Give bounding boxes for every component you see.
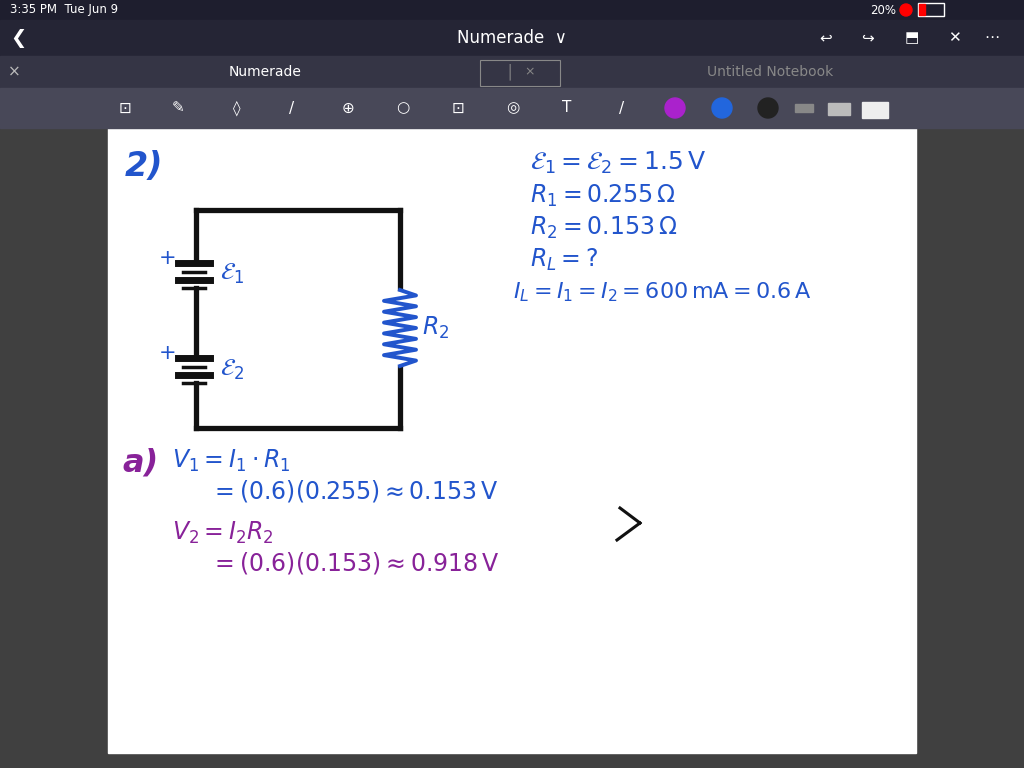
Text: +: + bbox=[159, 248, 177, 268]
Bar bbox=[795, 104, 813, 112]
Text: │: │ bbox=[506, 64, 514, 81]
Text: a): a) bbox=[122, 448, 159, 479]
Text: $\mathcal{E}_1$: $\mathcal{E}_1$ bbox=[220, 262, 244, 286]
Text: ◎: ◎ bbox=[507, 101, 519, 115]
Text: ○: ○ bbox=[396, 101, 410, 115]
Text: Untitled Notebook: Untitled Notebook bbox=[707, 65, 834, 79]
Text: ↩: ↩ bbox=[819, 31, 833, 45]
Text: $R_L = ?$: $R_L = ?$ bbox=[530, 247, 598, 273]
Bar bbox=[480, 60, 560, 86]
Text: ✎: ✎ bbox=[172, 101, 184, 115]
Text: 2): 2) bbox=[125, 150, 164, 183]
Circle shape bbox=[758, 98, 778, 118]
Text: +: + bbox=[159, 343, 177, 363]
Text: ↪: ↪ bbox=[861, 31, 874, 45]
Text: ⊡: ⊡ bbox=[119, 101, 131, 115]
Bar bbox=[918, 3, 944, 16]
Text: ⋯: ⋯ bbox=[984, 31, 999, 45]
Bar bbox=[0, 88, 1024, 128]
Text: $\mathcal{E}_1 = \mathcal{E}_2 = 1.5\,\mathrm{V}$: $\mathcal{E}_1 = \mathcal{E}_2 = 1.5\,\m… bbox=[530, 150, 706, 176]
Text: 3:35 PM  Tue Jun 9: 3:35 PM Tue Jun 9 bbox=[10, 4, 118, 16]
Bar bbox=[108, 128, 916, 753]
Circle shape bbox=[900, 4, 912, 16]
Bar bbox=[0, 0, 1024, 20]
Text: /: / bbox=[620, 101, 625, 115]
Text: ⊡: ⊡ bbox=[452, 101, 464, 115]
Text: $= (0.6)(0.153) \approx 0.918\,\mathrm{V}$: $= (0.6)(0.153) \approx 0.918\,\mathrm{V… bbox=[210, 550, 500, 576]
Bar bbox=[862, 102, 888, 118]
Text: $R_2 = 0.153\,\Omega$: $R_2 = 0.153\,\Omega$ bbox=[530, 215, 677, 241]
Text: ×: × bbox=[524, 65, 536, 78]
Bar bbox=[828, 103, 850, 115]
Text: ×: × bbox=[7, 65, 20, 80]
Text: ✕: ✕ bbox=[947, 31, 961, 45]
Bar bbox=[919, 4, 925, 15]
Text: Numerade  ∨: Numerade ∨ bbox=[457, 29, 567, 47]
Text: $\mathcal{E}_2$: $\mathcal{E}_2$ bbox=[220, 358, 244, 382]
Text: ❮: ❮ bbox=[10, 28, 27, 48]
Bar bbox=[0, 20, 1024, 56]
Text: 20%: 20% bbox=[870, 4, 896, 16]
Text: ⊕: ⊕ bbox=[342, 101, 354, 115]
Text: Numerade: Numerade bbox=[228, 65, 301, 79]
Text: ⬒: ⬒ bbox=[905, 31, 920, 45]
Text: $R_1 = 0.255\,\Omega$: $R_1 = 0.255\,\Omega$ bbox=[530, 183, 676, 209]
Text: /: / bbox=[290, 101, 295, 115]
Circle shape bbox=[712, 98, 732, 118]
Circle shape bbox=[665, 98, 685, 118]
Text: ◊: ◊ bbox=[233, 100, 241, 116]
Text: $V_2 = I_2 R_2$: $V_2 = I_2 R_2$ bbox=[172, 520, 273, 546]
Text: $V_1 = I_1 \cdot R_1$: $V_1 = I_1 \cdot R_1$ bbox=[172, 448, 291, 474]
Bar bbox=[0, 56, 1024, 88]
Text: $= (0.6)(0.255) \approx 0.153\,\mathrm{V}$: $= (0.6)(0.255) \approx 0.153\,\mathrm{V… bbox=[210, 478, 499, 504]
Text: $R_2$: $R_2$ bbox=[422, 315, 450, 341]
Text: $I_L = I_1 = I_2 = 600\,\mathrm{mA} = 0.6\,\mathrm{A}$: $I_L = I_1 = I_2 = 600\,\mathrm{mA} = 0.… bbox=[513, 280, 811, 303]
Text: T: T bbox=[562, 101, 571, 115]
